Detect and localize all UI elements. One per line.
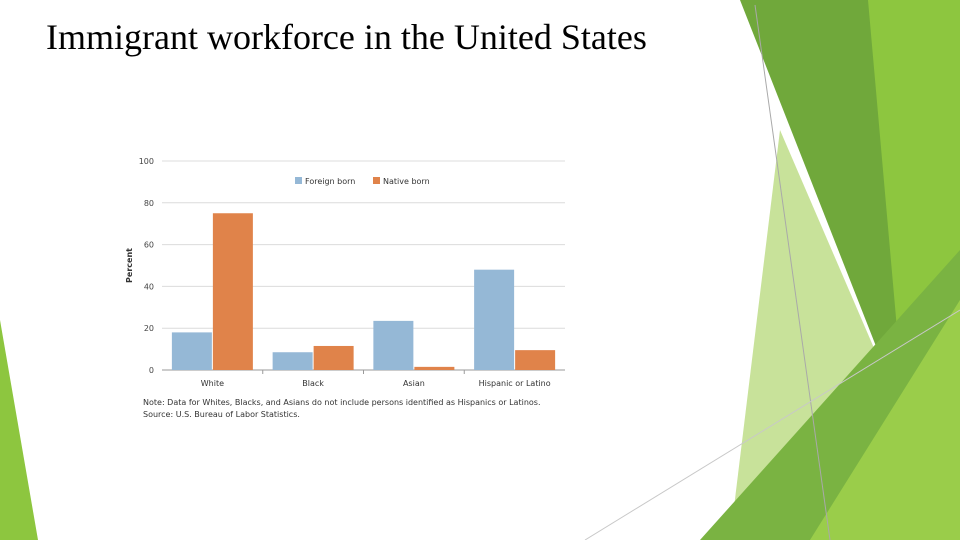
bar-native-born: [414, 366, 455, 370]
bg-line-2: [584, 309, 960, 540]
x-tick-label: Hispanic or Latino: [479, 379, 551, 388]
bar-foreign-born: [171, 332, 212, 370]
bg-line-1: [754, 4, 831, 540]
y-tick-label: 80: [144, 199, 154, 208]
legend-swatch: [295, 177, 302, 184]
bg-shape-left-edge: [0, 320, 38, 540]
x-tick-label: Black: [302, 379, 324, 388]
bar-native-born: [515, 350, 556, 370]
bar-foreign-born: [474, 269, 515, 370]
y-tick-label: 100: [139, 157, 154, 166]
x-tick-label: White: [201, 379, 224, 388]
bar-native-born: [313, 345, 354, 370]
y-tick-label: 60: [144, 241, 154, 250]
y-tick-label: 40: [144, 282, 154, 291]
y-tick-label: 20: [144, 324, 154, 333]
y-axis-label: Percent: [125, 248, 134, 283]
bar-native-born: [212, 213, 253, 370]
legend-swatch: [373, 177, 380, 184]
chart-note: Note: Data for Whites, Blacks, and Asian…: [143, 398, 541, 407]
bg-shape-bottom-mid: [810, 300, 960, 540]
y-tick-label: 0: [149, 366, 154, 375]
bar-chart: 0 20 40 60 80 100 Percent White Black Asian Hispan…: [125, 157, 565, 388]
slide-title: Immigrant workforce in the United States: [46, 17, 647, 57]
bg-shape-right-dark: [740, 0, 905, 420]
bar-foreign-born: [272, 352, 313, 370]
chart-source: Source: U.S. Bureau of Labor Statistics.: [143, 410, 300, 419]
legend-label: Native born: [383, 177, 430, 186]
x-tick-label: Asian: [403, 379, 425, 388]
legend-label: Foreign born: [305, 177, 355, 186]
bar-foreign-born: [373, 320, 414, 370]
